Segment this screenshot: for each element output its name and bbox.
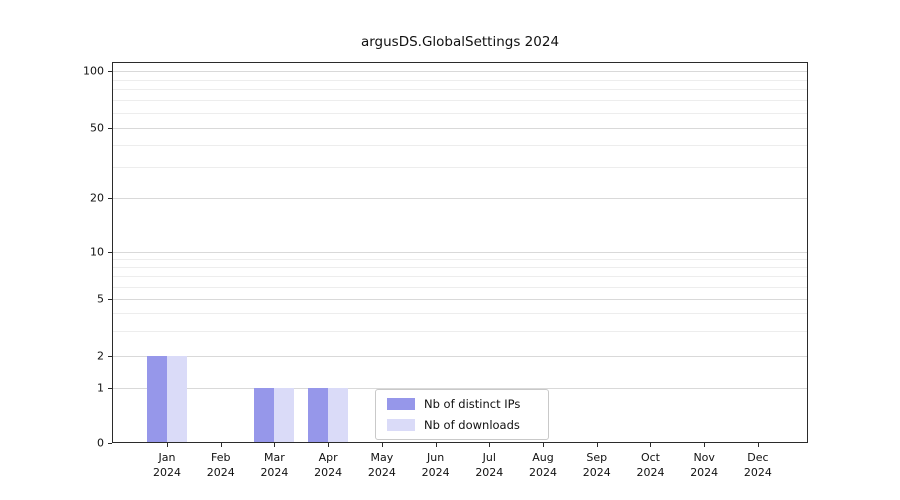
y-tick-mark: [108, 299, 112, 300]
x-tick-mark: [274, 443, 276, 447]
x-tick-year: 2024: [314, 466, 343, 479]
x-tick-label: Jan 2024: [135, 450, 199, 480]
y-tick-label: 2: [97, 349, 104, 363]
bar-mar-downloads: [274, 388, 295, 443]
x-tick-month: Aug: [532, 451, 554, 464]
y-minor-gridline: [112, 145, 808, 147]
x-tick-year: 2024: [475, 466, 504, 479]
x-tick-year: 2024: [206, 466, 235, 479]
legend-item-distinct-ips: Nb of distinct IPs: [387, 397, 537, 411]
x-tick-month: Jul: [482, 451, 496, 464]
x-tick-label: Oct 2024: [618, 450, 682, 480]
legend-swatch-distinct-ips: [387, 398, 415, 410]
x-tick-mark: [167, 443, 168, 447]
legend-label-downloads: Nb of downloads: [424, 418, 520, 432]
x-tick-label: Jul 2024: [457, 450, 521, 480]
y-tick-mark: [108, 443, 112, 444]
legend-swatch-downloads: [387, 419, 415, 431]
legend: Nb of distinct IPs Nb of downloads: [375, 389, 549, 440]
y-minor-gridline: [112, 312, 808, 314]
plot-area: Nb of distinct IPs Nb of downloads: [112, 62, 808, 443]
y-minor-gridline: [112, 330, 808, 332]
x-tick-label: May 2024: [350, 450, 414, 480]
y-tick-label: 20: [90, 191, 104, 205]
y-tick-label: 100: [83, 64, 104, 78]
x-tick-mark: [435, 443, 437, 447]
bar-apr-downloads: [328, 388, 349, 443]
bar-jan-ips: [147, 356, 167, 443]
x-tick-mark: [220, 443, 222, 447]
x-tick-month: Feb: [210, 451, 231, 464]
x-tick-mark: [381, 443, 383, 447]
x-tick-month: Jan: [158, 451, 176, 464]
y-minor-gridline: [112, 267, 808, 269]
y-gridline: [112, 128, 808, 129]
y-minor-gridline: [112, 259, 808, 261]
x-tick-year: 2024: [582, 466, 611, 479]
x-tick-mark: [543, 443, 545, 447]
x-tick-label: Dec 2024: [726, 450, 790, 480]
x-tick-year: 2024: [690, 466, 719, 479]
y-gridline: [112, 198, 808, 199]
y-tick-label: 0: [97, 436, 104, 450]
x-tick-mark: [596, 443, 598, 447]
y-gridline: [112, 299, 808, 300]
y-tick-mark: [108, 388, 112, 389]
y-gridline: [112, 252, 808, 253]
x-tick-month: Jun: [427, 451, 445, 464]
y-minor-gridline: [112, 113, 808, 114]
x-tick-year: 2024: [153, 466, 181, 479]
chart-title: argusDS.GlobalSettings 2024: [360, 34, 560, 50]
y-tick-label: 1: [97, 381, 104, 395]
y-minor-gridline: [112, 79, 808, 81]
x-tick-mark: [757, 443, 759, 447]
x-tick-mark: [704, 443, 706, 447]
x-tick-label: Apr 2024: [296, 450, 360, 480]
x-tick-label: Feb 2024: [189, 450, 253, 480]
y-tick-label: 50: [90, 121, 104, 135]
y-gridline: [112, 356, 808, 357]
x-tick-year: 2024: [260, 466, 289, 479]
y-minor-gridline: [112, 276, 808, 278]
y-tick-label: 5: [97, 292, 104, 306]
x-tick-year: 2024: [529, 466, 558, 479]
bar-apr-ips: [308, 388, 329, 443]
x-tick-month: May: [370, 451, 394, 464]
y-minor-gridline: [112, 167, 808, 169]
y-minor-gridline: [112, 89, 808, 91]
x-tick-month: Apr: [318, 451, 338, 464]
y-tick-mark: [108, 356, 112, 357]
x-tick-year: 2024: [636, 466, 665, 479]
x-tick-label: Aug 2024: [511, 450, 575, 480]
x-tick-mark: [328, 443, 330, 447]
legend-label-distinct-ips: Nb of distinct IPs: [424, 397, 521, 411]
x-tick-month: Oct: [640, 451, 660, 464]
y-gridline: [112, 71, 808, 72]
y-minor-gridline: [112, 100, 808, 102]
x-tick-month: Nov: [693, 451, 715, 464]
x-tick-mark: [650, 443, 652, 447]
y-tick-label: 10: [90, 245, 104, 259]
x-tick-month: Mar: [264, 451, 285, 464]
y-gridline: [112, 388, 808, 389]
x-tick-label: Nov 2024: [672, 450, 736, 480]
x-tick-mark: [489, 443, 491, 447]
x-tick-year: 2024: [743, 466, 772, 479]
x-tick-label: Jun 2024: [404, 450, 468, 480]
x-tick-year: 2024: [367, 466, 396, 479]
y-tick-mark: [108, 128, 112, 129]
x-tick-label: Sep 2024: [565, 450, 629, 480]
legend-item-downloads: Nb of downloads: [387, 418, 537, 432]
x-tick-label: Mar 2024: [242, 450, 306, 480]
x-tick-year: 2024: [421, 466, 450, 479]
bar-jan-downloads: [167, 356, 187, 443]
x-tick-month: Sep: [586, 451, 608, 464]
y-minor-gridline: [112, 286, 808, 288]
y-tick-mark: [108, 198, 112, 199]
y-tick-mark: [108, 71, 112, 72]
bar-mar-ips: [254, 388, 275, 443]
y-tick-mark: [108, 252, 112, 253]
x-tick-month: Dec: [747, 451, 769, 464]
